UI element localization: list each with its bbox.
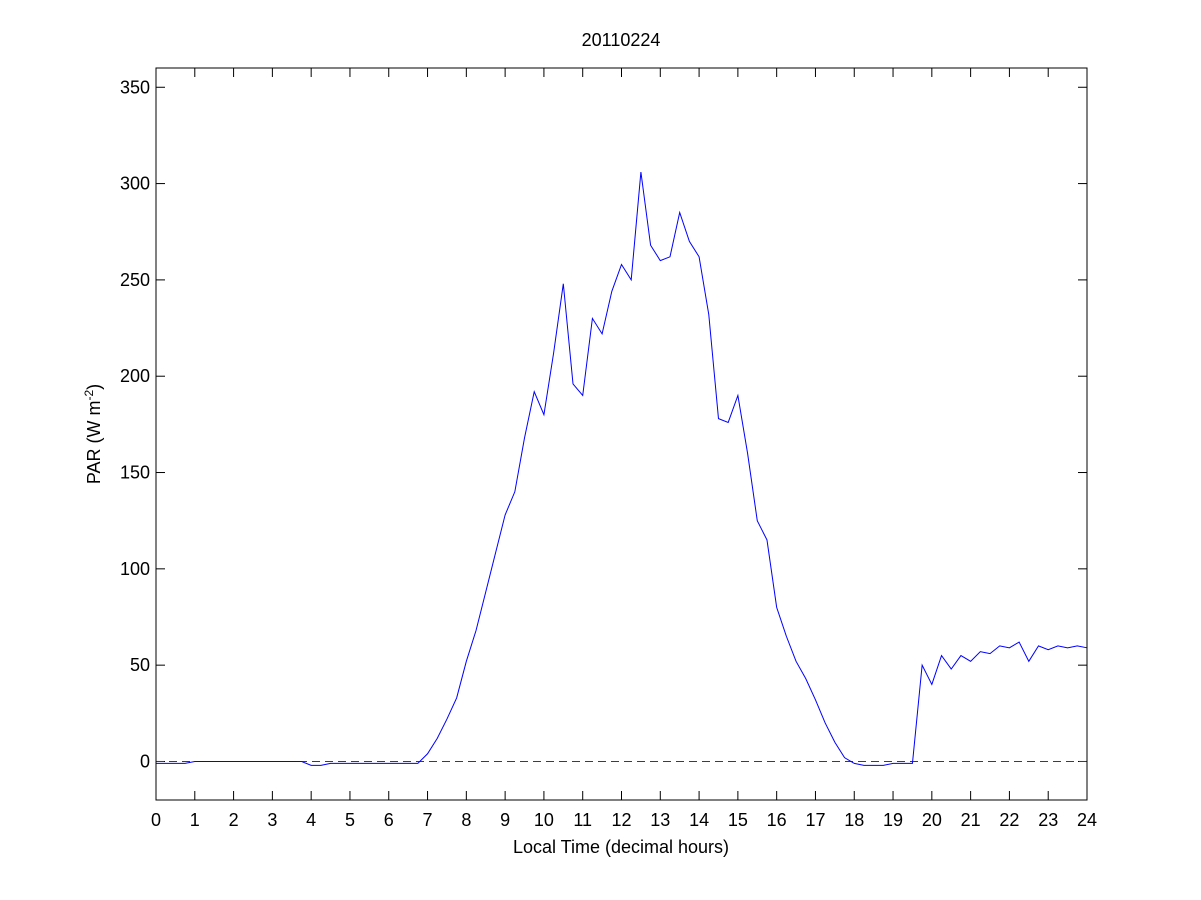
- x-tick-label: 9: [500, 810, 510, 830]
- y-tick-label: 150: [120, 463, 150, 483]
- data-line: [156, 171, 1088, 766]
- y-label-text: PAR (W m: [84, 401, 104, 485]
- x-tick-label: 1: [190, 810, 200, 830]
- x-tick-label: 2: [229, 810, 239, 830]
- y-tick-label: 50: [130, 655, 150, 675]
- x-tick-label: 0: [151, 810, 161, 830]
- x-tick-label: 24: [1077, 810, 1097, 830]
- x-tick-label: 13: [650, 810, 670, 830]
- y-tick-label: 350: [120, 77, 150, 97]
- x-tick-label: 8: [461, 810, 471, 830]
- x-tick-label: 11: [573, 810, 592, 830]
- x-tick-label: 14: [689, 810, 709, 830]
- plot-frame: [155, 67, 1088, 801]
- y-label-superscript: -2: [82, 390, 96, 401]
- x-tick-label: 6: [384, 810, 394, 830]
- x-tick-label: 10: [534, 810, 554, 830]
- x-tick-label: 20: [922, 810, 942, 830]
- x-tick-label: 16: [767, 810, 787, 830]
- x-tick-label: 7: [423, 810, 433, 830]
- x-tick-label: 5: [345, 810, 355, 830]
- x-tick-label: 17: [805, 810, 825, 830]
- x-tick-label: 12: [611, 810, 631, 830]
- y-axis-label: PAR (W m-2): [82, 384, 104, 484]
- x-tick-label: 18: [844, 810, 864, 830]
- y-tick-label: 250: [120, 270, 150, 290]
- x-tick-label: 22: [999, 810, 1019, 830]
- y-tick-label: 200: [120, 366, 150, 386]
- x-tick-label: 19: [883, 810, 903, 830]
- x-tick-label: 15: [728, 810, 748, 830]
- chart-title: 20110224: [582, 30, 661, 50]
- x-axis-label: Local Time (decimal hours): [513, 837, 729, 857]
- y-label-suffix: ): [84, 384, 104, 390]
- y-tick-label: 0: [140, 751, 150, 771]
- x-tick-label: 23: [1038, 810, 1058, 830]
- y-tick-label: 300: [120, 174, 150, 194]
- y-tick-label: 100: [120, 559, 150, 579]
- x-tick-label: 4: [306, 810, 316, 830]
- x-tick-label: 21: [961, 810, 981, 830]
- x-tick-label: 3: [267, 810, 277, 830]
